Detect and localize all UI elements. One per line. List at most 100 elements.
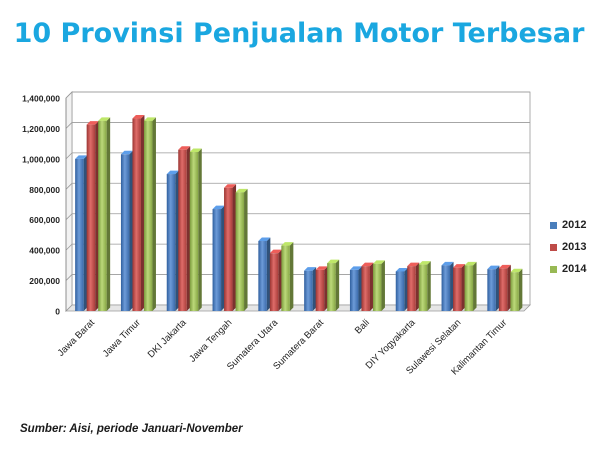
bar-2014-2	[143, 117, 156, 311]
bar-2014-10	[510, 268, 523, 311]
y-tick-label: 200,000	[29, 276, 60, 286]
bar-front	[395, 271, 405, 311]
bar-front	[510, 272, 519, 311]
bar-2014-1	[98, 117, 111, 311]
bar-2013-5	[269, 249, 282, 311]
side-wall	[65, 91, 73, 312]
bar-top	[315, 266, 328, 270]
bar-side	[507, 264, 511, 311]
bar-front	[224, 187, 233, 311]
bar-front	[86, 124, 96, 311]
legend-item-2013: 2013	[550, 240, 586, 254]
bar-side	[266, 237, 271, 311]
bar-top	[212, 205, 225, 210]
bar-top	[235, 188, 248, 193]
bar-front	[304, 270, 313, 311]
bar-side	[244, 188, 248, 311]
bar-side	[415, 262, 420, 311]
bar-front	[315, 269, 325, 311]
bar-top	[498, 264, 511, 269]
bar-2014-4	[235, 188, 248, 311]
legend-item-2014: 2014	[550, 262, 586, 276]
bar-2012-6	[304, 267, 317, 311]
legend-swatch	[550, 221, 557, 229]
y-tick-label: 0	[55, 307, 60, 317]
bar-side	[312, 267, 317, 311]
bar-top	[349, 266, 362, 270]
bar-side	[140, 115, 145, 312]
bar-front	[349, 269, 359, 311]
bar-2012-7	[349, 266, 362, 311]
gridline	[65, 243, 530, 251]
bar-front	[178, 149, 187, 311]
bar-front	[212, 209, 222, 311]
x-tick-label: Jawa Timur	[101, 317, 143, 359]
bar-front	[235, 192, 245, 311]
source-note: Sumber: Aisi, periode Januari-November	[20, 423, 243, 435]
bar-side	[95, 121, 99, 311]
bar-front	[407, 266, 416, 311]
bar-front	[487, 269, 496, 311]
bar-front	[143, 120, 153, 311]
bar-side	[461, 264, 466, 311]
bar-side	[324, 266, 328, 311]
y-tick-label: 1,400,000	[22, 94, 60, 104]
bar-top	[86, 121, 99, 125]
bar-front	[361, 266, 370, 311]
bar-2013-9	[453, 264, 466, 311]
bar-front	[269, 253, 279, 311]
gridline	[65, 182, 530, 190]
gridline	[65, 91, 530, 99]
bar-2013-8	[407, 262, 420, 311]
bar-side	[473, 261, 477, 311]
bar-front	[120, 154, 130, 311]
bar-top	[372, 260, 385, 264]
x-tick-label: Jawa Tengah	[187, 317, 234, 364]
bar-side	[106, 117, 111, 311]
bar-top	[258, 237, 271, 242]
legend-item-2012: 2012	[550, 218, 586, 232]
bar-front	[464, 265, 474, 311]
bar-2014-8	[418, 261, 431, 311]
bar-side	[289, 242, 294, 311]
bar-top	[143, 117, 156, 121]
bar-top	[132, 115, 145, 119]
bar-2013-3	[178, 146, 191, 311]
legend-swatch	[550, 243, 557, 251]
bar-front	[281, 245, 290, 311]
bar-top	[407, 262, 420, 267]
y-tick-label: 1,000,000	[22, 154, 60, 164]
bar-front	[372, 263, 382, 311]
bar-side	[404, 267, 408, 311]
bar-front	[441, 265, 451, 311]
bar-side	[198, 148, 202, 311]
bar-front	[189, 152, 199, 311]
bar-side	[175, 170, 179, 311]
bar-top	[395, 267, 408, 272]
bar-2014-6	[327, 259, 340, 311]
bar-2012-8	[395, 267, 408, 311]
bar-2013-1	[86, 121, 99, 311]
bar-front	[453, 267, 462, 311]
y-tick-label: 1,200,000	[22, 124, 60, 134]
bar-top	[441, 261, 454, 266]
bar-2012-2	[120, 150, 133, 311]
bar-2014-7	[372, 260, 385, 311]
bar-2014-3	[189, 148, 202, 311]
bar-top	[269, 249, 282, 254]
bar-top	[189, 148, 202, 153]
bar-front	[166, 174, 176, 311]
bar-front	[75, 158, 84, 311]
x-tick-label: Bali	[353, 317, 372, 336]
y-tick-label: 800,000	[29, 185, 60, 195]
x-tick-label: Jawa Barat	[56, 317, 98, 359]
legend-swatch	[550, 265, 557, 273]
bar-2014-5	[281, 242, 294, 311]
gridline	[65, 213, 530, 220]
bar-side	[186, 146, 191, 311]
bar-top	[98, 117, 111, 121]
bar-top	[120, 150, 133, 155]
plot-area: 0 200,000 400,000 600,000 800,000 1,000,000 1,…	[22, 91, 531, 377]
gridline	[65, 152, 530, 160]
